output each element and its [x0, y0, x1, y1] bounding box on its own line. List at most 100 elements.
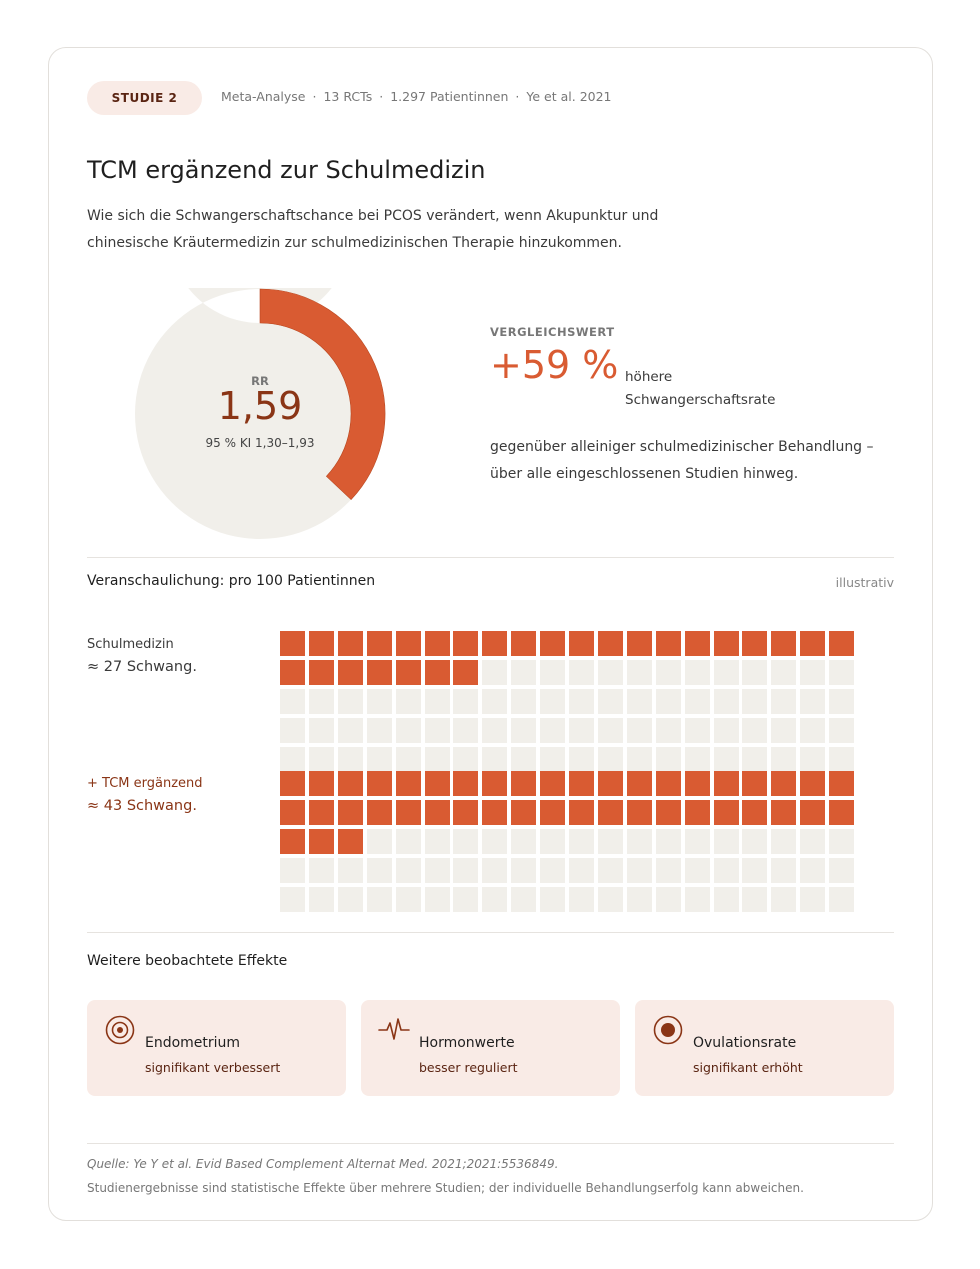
waffle-cell-empty — [395, 828, 421, 854]
waffle-cell-filled — [280, 828, 305, 854]
waffle-cell-filled — [366, 631, 392, 656]
meta-separator: · — [515, 89, 520, 104]
waffle-cell-empty — [626, 659, 652, 685]
waffle-cell-filled — [742, 799, 768, 825]
waffle-cell-empty — [626, 857, 652, 883]
waffle-cell-filled — [280, 771, 305, 796]
waffle-cell-empty — [395, 746, 421, 772]
effect-subtitle: besser reguliert — [419, 1060, 518, 1075]
waffle-cell-filled — [453, 771, 479, 796]
meta-rcts: 13 RCTs — [323, 89, 373, 104]
waffle-cell-filled — [771, 799, 797, 825]
waffle-cell-filled — [308, 771, 334, 796]
group-label-tcm: + TCM ergänzend — [87, 776, 203, 791]
waffle-cell-empty — [453, 717, 479, 743]
target-icon — [105, 1015, 135, 1045]
waffle-cell-filled — [280, 799, 305, 825]
effect-card-endometrium: Endometrium signifikant verbessert — [87, 1000, 346, 1096]
waffle-cell-filled — [337, 771, 363, 796]
waffle-cell-empty — [453, 828, 479, 854]
waffle-cell-empty — [308, 717, 334, 743]
waffle-cell-empty — [308, 746, 334, 772]
waffle-cell-empty — [453, 886, 479, 912]
waffle-cell-empty — [569, 886, 594, 912]
waffle-cell-empty — [424, 857, 450, 883]
effect-card-hormonwerte: Hormonwerte besser reguliert — [361, 1000, 620, 1096]
study-meta: Meta-Analyse · 13 RCTs · 1.297 Patientinnen ·… — [221, 89, 612, 104]
waffle-cell-empty — [655, 688, 681, 714]
waffle-cell-filled — [684, 799, 710, 825]
meta-patients: 1.297 Patientinnen — [390, 89, 509, 104]
divider — [87, 932, 894, 933]
waffle-cell-filled — [482, 799, 508, 825]
pulse-icon — [378, 1018, 410, 1040]
waffle-cell-empty — [482, 746, 508, 772]
waffle-cell-empty — [424, 688, 450, 714]
waffle-cell-empty — [280, 746, 305, 772]
meta-separator: · — [312, 89, 317, 104]
divider — [87, 557, 894, 558]
waffle-cell-empty — [511, 688, 537, 714]
waffle-cell-empty — [540, 886, 566, 912]
waffle-cell-empty — [713, 886, 739, 912]
waffle-cell-empty — [308, 886, 334, 912]
waffle-cell-filled — [626, 631, 652, 656]
waffle-cell-empty — [395, 857, 421, 883]
waffle-cell-filled — [569, 771, 594, 796]
waffle-cell-filled — [540, 799, 566, 825]
waffle-cell-filled — [684, 771, 710, 796]
waffle-cell-empty — [684, 717, 710, 743]
waffle-cell-empty — [482, 857, 508, 883]
waffle-cell-filled — [308, 799, 334, 825]
waffle-cell-filled — [597, 771, 623, 796]
disclaimer: Studienergebnisse sind statistische Effe… — [87, 1181, 804, 1195]
waffle-cell-empty — [569, 828, 594, 854]
waffle-chart-tcm — [280, 771, 855, 912]
waffle-cell-filled — [453, 799, 479, 825]
waffle-cell-empty — [597, 828, 623, 854]
visualization-title: Veranschaulichung: pro 100 Patientinnen — [87, 573, 376, 589]
waffle-cell-empty — [482, 717, 508, 743]
waffle-cell-empty — [337, 746, 363, 772]
waffle-cell-empty — [395, 717, 421, 743]
waffle-cell-empty — [366, 717, 392, 743]
waffle-cell-empty — [829, 717, 855, 743]
waffle-cell-empty — [626, 688, 652, 714]
rr-confidence-interval: 95 % KI 1,30–1,93 — [205, 436, 315, 450]
waffle-cell-filled — [366, 771, 392, 796]
waffle-cell-empty — [453, 688, 479, 714]
waffle-cell-filled — [655, 799, 681, 825]
waffle-cell-filled — [713, 799, 739, 825]
group-label-schulmedizin: Schulmedizin — [87, 637, 174, 652]
effect-card-ovulationsrate: Ovulationsrate signifikant erhöht — [635, 1000, 894, 1096]
rr-value: 1,59 — [217, 384, 303, 428]
waffle-cell-empty — [280, 688, 305, 714]
waffle-cell-empty — [829, 886, 855, 912]
waffle-cell-empty — [569, 717, 594, 743]
waffle-cell-empty — [569, 746, 594, 772]
effect-subtitle: signifikant erhöht — [693, 1060, 803, 1075]
waffle-cell-filled — [771, 631, 797, 656]
waffle-cell-empty — [655, 828, 681, 854]
waffle-cell-filled — [337, 631, 363, 656]
waffle-cell-empty — [337, 857, 363, 883]
divider — [87, 1143, 894, 1144]
waffle-cell-empty — [771, 857, 797, 883]
waffle-cell-filled — [511, 631, 537, 656]
comparison-label: VERGLEICHSWERT — [490, 325, 615, 339]
page-subtitle: Wie sich die Schwangerschaftschance bei … — [87, 208, 659, 251]
waffle-cell-filled — [626, 799, 652, 825]
waffle-cell-filled — [395, 799, 421, 825]
effect-title: Endometrium — [145, 1035, 241, 1051]
waffle-cell-empty — [511, 746, 537, 772]
waffle-cell-empty — [366, 857, 392, 883]
waffle-cell-empty — [597, 857, 623, 883]
waffle-cell-empty — [569, 659, 594, 685]
effects-title: Weitere beobachtete Effekte — [87, 953, 288, 969]
waffle-cell-filled — [800, 771, 826, 796]
waffle-cell-filled — [395, 659, 421, 685]
waffle-cell-filled — [742, 631, 768, 656]
waffle-cell-empty — [511, 659, 537, 685]
waffle-cell-filled — [713, 631, 739, 656]
waffle-cell-empty — [742, 828, 768, 854]
